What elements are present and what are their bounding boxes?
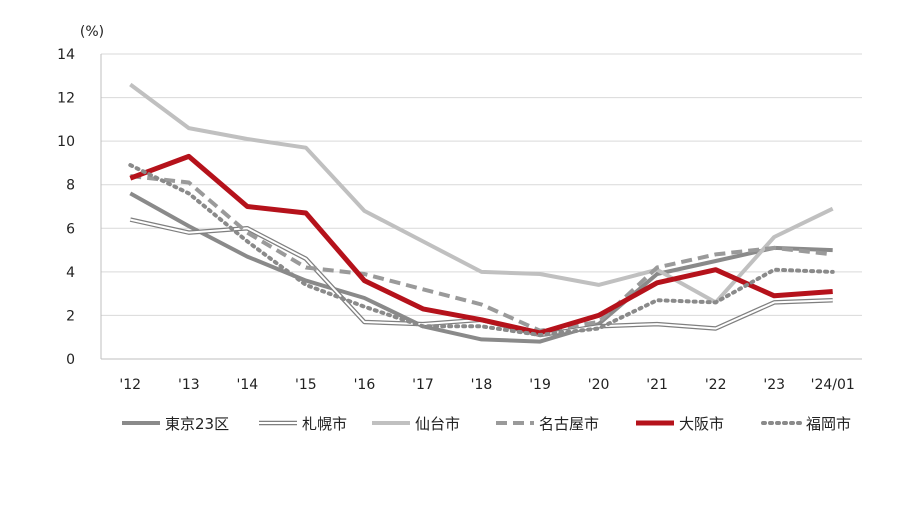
legend-item-6: 福岡市 [761,415,851,433]
y-tick-label: 14 [57,47,75,63]
series-line [130,174,833,333]
legend-label: 大阪市 [679,415,724,433]
legend-label: 仙台市 [415,415,460,433]
series-line [129,153,833,336]
y-tick-label: 0 [66,352,75,368]
x-tick-label: '17 [412,377,434,393]
x-tick-label: '22 [705,377,727,393]
y-tick-label: 8 [66,178,75,194]
legend-label: 名古屋市 [539,415,599,433]
x-tick-label: '21 [646,377,668,393]
legend-item-4: 名古屋市 [496,415,599,433]
y-tick-label: 12 [57,91,75,107]
legend: 東京23区 札幌市 仙台市 名古屋市 大阪市 福岡市 [122,415,851,433]
x-tick-label: '19 [529,377,551,393]
y-tick-labels: 0 2 4 6 8 10 12 14 [57,47,75,368]
series-line [128,163,835,337]
y-tick-label: 4 [66,265,75,281]
legend-label: 札幌市 [302,415,347,433]
y-unit-label: (%) [80,24,104,40]
legend-item-1: 東京23区 [122,415,229,433]
x-tick-label: '20 [588,377,610,393]
legend-label: 東京23区 [165,415,229,433]
x-tick-label: '14 [237,377,259,393]
series-1 [129,191,833,344]
x-tick-label: '16 [354,377,376,393]
series-4 [130,174,833,333]
x-tick-label: '12 [119,377,141,393]
y-tick-label: 10 [57,134,75,150]
legend-item-5: 大阪市 [636,415,724,433]
series-lines [128,82,835,344]
legend-item-2: 札幌市 [259,415,347,433]
x-tick-labels: '12 '13 '14 '15 '16 '17 '18 '19 '20 '21 '22 '23 '24/… [119,377,854,393]
x-tick-label: '24/01 [811,377,855,393]
y-tick-label: 6 [66,221,75,237]
x-tick-label: '13 [178,377,200,393]
legend-item-3: 仙台市 [372,415,460,433]
series-6 [128,163,835,337]
legend-label: 福岡市 [806,415,851,433]
x-tick-label: '18 [471,377,493,393]
axes [100,54,862,360]
gridlines [101,53,862,316]
x-tick-label: '15 [295,377,317,393]
series-line [129,191,833,344]
series-5 [129,153,833,336]
y-tick-label: 2 [66,308,75,324]
x-tick-label: '23 [763,377,785,393]
